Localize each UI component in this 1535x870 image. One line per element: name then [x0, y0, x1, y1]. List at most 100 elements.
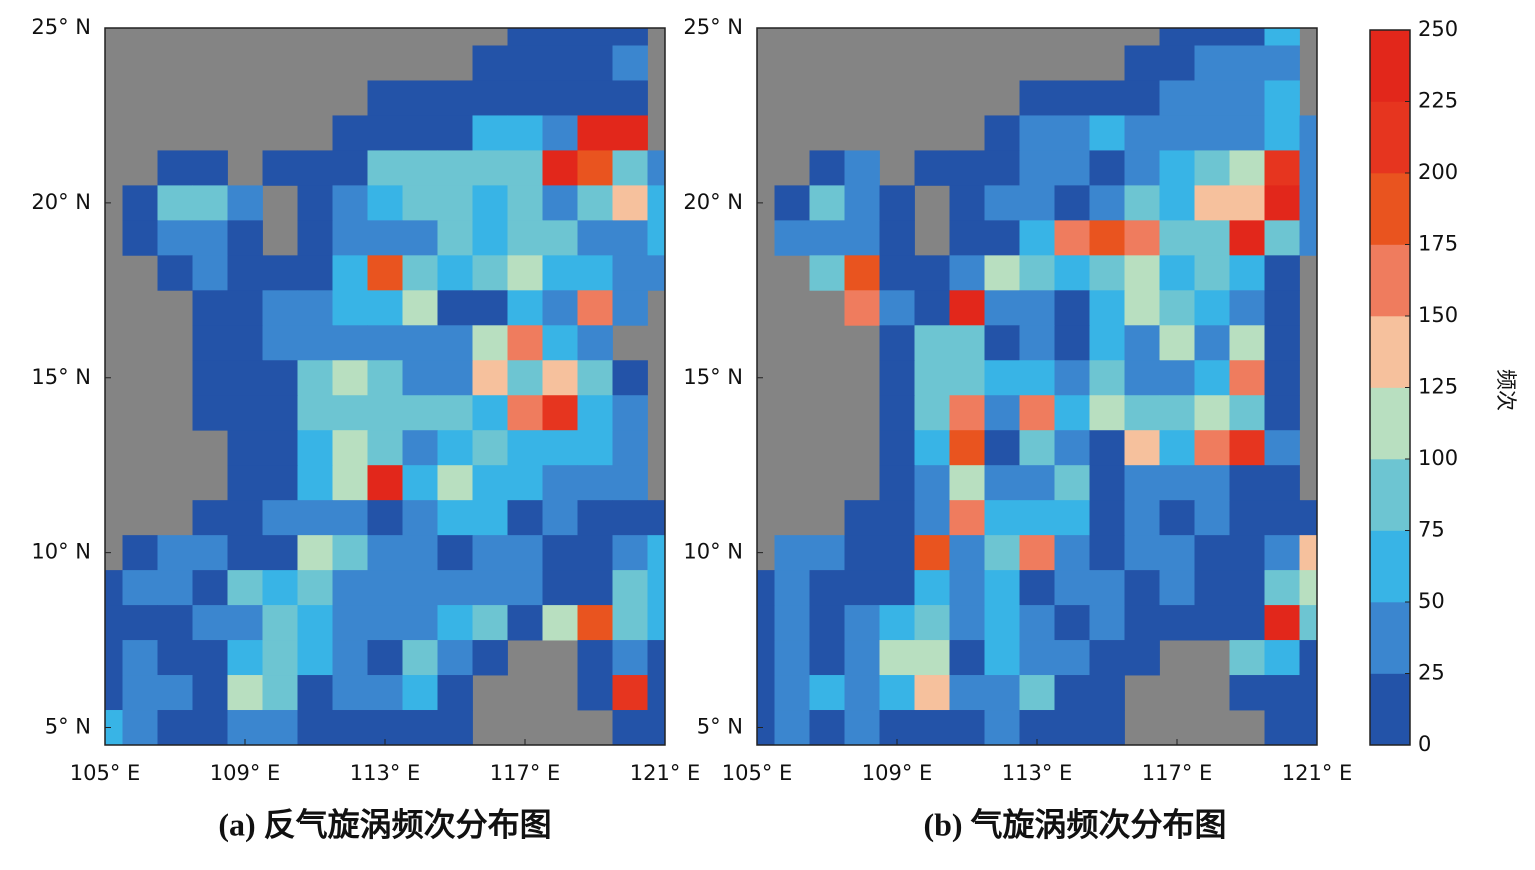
panel-title: (b) 气旋涡频次分布图 — [923, 806, 1226, 842]
heat-cell — [1124, 640, 1160, 676]
heat-cell — [507, 570, 543, 606]
heat-cell — [507, 45, 543, 81]
heat-cell — [647, 605, 666, 641]
heat-cell — [1124, 45, 1160, 81]
heat-cell — [332, 325, 368, 361]
heat-cell — [105, 605, 123, 641]
heat-cell — [1019, 430, 1055, 466]
heat-cell — [542, 185, 578, 221]
heat-cell — [507, 255, 543, 291]
heat-cell — [1264, 115, 1300, 151]
y-tick-label: 10° N — [683, 540, 743, 564]
heat-cell — [1159, 28, 1195, 46]
heat-cell — [437, 115, 473, 151]
heat-cell — [1194, 465, 1230, 501]
heat-cell — [1229, 290, 1265, 326]
heat-cell — [949, 325, 985, 361]
heat-cell — [507, 430, 543, 466]
heat-cell — [809, 220, 845, 256]
heat-cell — [984, 535, 1020, 571]
heat-cell — [1019, 500, 1055, 536]
heat-cell — [192, 500, 228, 536]
heat-cell — [1089, 535, 1125, 571]
heat-cell — [1299, 570, 1318, 606]
heat-cell — [507, 325, 543, 361]
heat-cell — [1159, 185, 1195, 221]
heat-cell — [612, 255, 648, 291]
heat-cell — [1194, 185, 1230, 221]
heat-cell — [367, 535, 403, 571]
heat-cell — [105, 570, 123, 606]
heat-cell — [1229, 115, 1265, 151]
heat-cell — [984, 500, 1020, 536]
heat-cell — [367, 465, 403, 501]
heat-cell — [262, 430, 298, 466]
heat-cell — [1229, 570, 1265, 606]
heat-cell — [1089, 185, 1125, 221]
heat-cell — [1159, 290, 1195, 326]
heat-cell — [1159, 115, 1195, 151]
heat-cell — [1159, 360, 1195, 396]
heat-cell — [984, 185, 1020, 221]
heat-cell — [1089, 640, 1125, 676]
heat-cell — [612, 710, 648, 746]
heat-cell — [984, 115, 1020, 151]
heat-cell — [332, 395, 368, 431]
heat-cell — [332, 220, 368, 256]
heat-cell — [647, 570, 666, 606]
heat-cell — [914, 640, 950, 676]
heat-cell — [949, 605, 985, 641]
heat-cell — [1229, 675, 1265, 711]
heat-cell — [472, 290, 508, 326]
heat-cell — [542, 150, 578, 186]
heat-cell — [192, 360, 228, 396]
colorbar-segment — [1370, 101, 1410, 174]
heat-cell — [1229, 500, 1265, 536]
x-tick-label: 113° E — [1002, 761, 1073, 785]
heat-cell — [367, 220, 403, 256]
heat-cell — [227, 290, 263, 326]
heat-cell — [612, 290, 648, 326]
heat-cell — [332, 570, 368, 606]
colorbar-segment — [1370, 244, 1410, 317]
heat-cell — [1194, 500, 1230, 536]
heat-cell — [577, 325, 613, 361]
heat-cell — [402, 255, 438, 291]
heat-cell — [1054, 185, 1090, 221]
heat-cell — [647, 640, 666, 676]
heat-cell — [844, 570, 880, 606]
heat-cell — [577, 290, 613, 326]
heat-cell — [1124, 80, 1160, 116]
heat-cell — [612, 115, 648, 151]
heat-cell — [612, 360, 648, 396]
heat-cell — [157, 640, 193, 676]
heat-cell — [809, 255, 845, 291]
heat-cell — [402, 150, 438, 186]
heat-cell — [227, 535, 263, 571]
heat-cell — [507, 185, 543, 221]
heat-cell — [367, 640, 403, 676]
heat-cell — [227, 360, 263, 396]
heat-cell — [1264, 500, 1300, 536]
heat-cell — [1264, 395, 1300, 431]
heat-cell — [914, 325, 950, 361]
heat-cell — [472, 500, 508, 536]
heat-cell — [332, 465, 368, 501]
heat-cell — [914, 605, 950, 641]
heat-cell — [757, 640, 775, 676]
heat-cell — [914, 150, 950, 186]
heat-cell — [1089, 395, 1125, 431]
heat-cell — [1264, 640, 1300, 676]
heat-cell — [1054, 290, 1090, 326]
heat-cell — [402, 605, 438, 641]
heat-cell — [1159, 255, 1195, 291]
heat-cell — [122, 220, 158, 256]
heat-cell — [192, 185, 228, 221]
heat-cell — [984, 675, 1020, 711]
heat-cell — [402, 430, 438, 466]
x-tick-label: 105° E — [70, 761, 141, 785]
heat-cell — [1054, 325, 1090, 361]
heat-cell — [1089, 220, 1125, 256]
heat-cell — [122, 640, 158, 676]
heat-cell — [984, 640, 1020, 676]
